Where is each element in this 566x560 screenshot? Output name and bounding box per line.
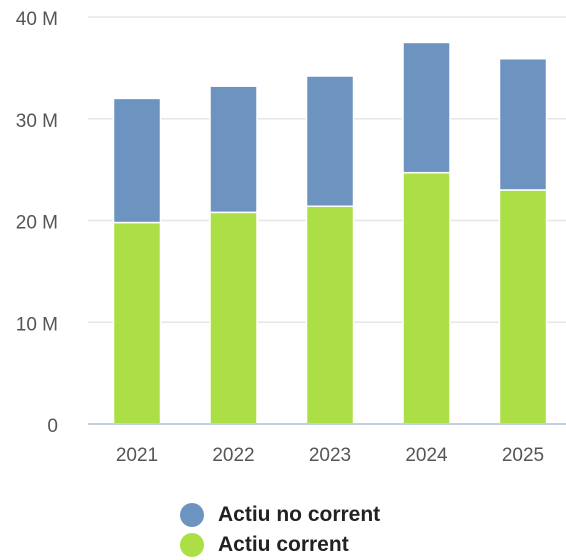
- x-tick-label: 2023: [309, 445, 351, 466]
- y-tick-label: 30 M: [16, 111, 58, 132]
- x-tick-label: 2025: [502, 445, 544, 466]
- legend-swatch-actiu-no-corrent: [180, 503, 204, 527]
- bar-actiu-no-corrent-2025[interactable]: [498, 57, 548, 191]
- bar-actiu-corrent-2025[interactable]: [498, 189, 548, 425]
- bar-actiu-corrent-2023[interactable]: [305, 205, 355, 425]
- legend-label: Actiu no corrent: [218, 503, 381, 526]
- x-tick-label: 2021: [116, 445, 158, 466]
- bar-actiu-corrent-2022[interactable]: [209, 211, 258, 425]
- x-tick-label: 2024: [405, 445, 448, 466]
- bar-actiu-no-corrent-2022[interactable]: [209, 85, 258, 214]
- bar-actiu-no-corrent-2024[interactable]: [402, 41, 451, 174]
- bars: [112, 41, 548, 425]
- legend: Actiu no corrent Actiu corrent: [180, 500, 380, 560]
- y-tick-label: 40 M: [16, 9, 58, 30]
- legend-item-actiu-corrent[interactable]: Actiu corrent: [180, 530, 380, 560]
- y-tick-label: 10 M: [16, 314, 58, 335]
- y-tick-label: 0: [47, 416, 58, 437]
- legend-swatch-actiu-corrent: [180, 533, 204, 557]
- bar-actiu-corrent-2021[interactable]: [112, 221, 162, 425]
- legend-item-actiu-no-corrent[interactable]: Actiu no corrent: [180, 500, 380, 530]
- y-axis-ticks: 0 10 M 20 M 30 M 40 M: [16, 9, 58, 437]
- x-axis-ticks: 2021 2022 2023 2024 2025: [116, 445, 544, 466]
- legend-label: Actiu corrent: [218, 533, 349, 556]
- bar-actiu-no-corrent-2021[interactable]: [112, 97, 162, 224]
- y-tick-label: 20 M: [16, 213, 58, 234]
- bar-actiu-no-corrent-2023[interactable]: [305, 75, 355, 208]
- stacked-bar-chart: 0 10 M 20 M 30 M 40 M 2021 2022 2023 2024 2025: [16, 9, 566, 466]
- x-tick-label: 2022: [212, 445, 254, 466]
- bar-actiu-corrent-2024[interactable]: [402, 171, 451, 425]
